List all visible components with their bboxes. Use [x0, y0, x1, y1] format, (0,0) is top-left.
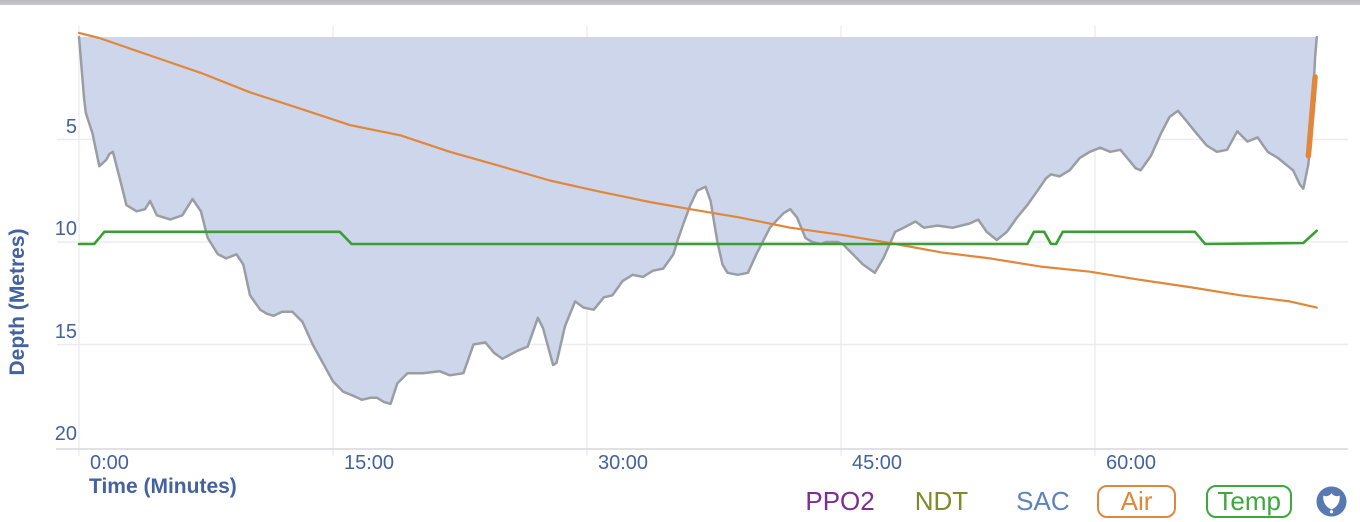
air-end-spike	[1305, 74, 1318, 159]
shield-icon	[1316, 485, 1347, 517]
x-tick-label: 0:00	[90, 452, 129, 474]
x-tick-label: 30:00	[597, 452, 649, 474]
legend-item-sac[interactable]: SAC	[1016, 486, 1070, 516]
y-tick-label: 5	[65, 115, 77, 138]
x-tick-label: 45:00	[851, 452, 903, 474]
y-tick-label: 15	[54, 320, 77, 343]
x-tick-label: 15:00	[343, 452, 395, 474]
x-axis-title: Time (Minutes)	[89, 475, 237, 498]
y-axis-title: Depth (Metres)	[6, 228, 29, 376]
legend-item-air[interactable]: Air	[1096, 484, 1177, 518]
legend-item-ppo2[interactable]: PPO2	[805, 486, 875, 516]
legend-item-ndt[interactable]: NDT	[914, 486, 969, 516]
legend-item-temp[interactable]: Temp	[1206, 484, 1292, 518]
y-tick-label: 20	[54, 423, 77, 445]
air-pressure-line	[77, 31, 1318, 309]
top-bar	[0, 0, 1360, 5]
temperature-line	[77, 229, 1319, 246]
depth-profile-line	[77, 35, 1319, 406]
legend: PPO2 NDT SAC Air Temp	[805, 483, 1347, 519]
depth-area-fill	[79, 37, 1317, 404]
shield-button[interactable]	[1316, 485, 1347, 517]
y-tick-label: 10	[54, 218, 77, 240]
x-tick-label: 60:00	[1105, 452, 1157, 474]
